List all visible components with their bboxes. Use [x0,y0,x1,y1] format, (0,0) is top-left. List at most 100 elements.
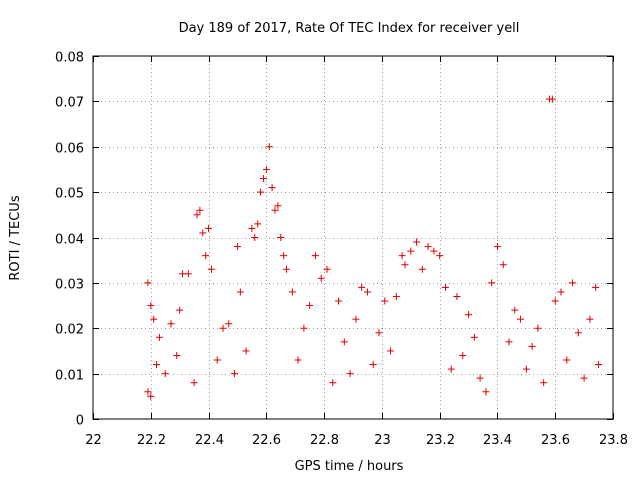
data-point [317,274,325,282]
data-point [254,220,262,228]
data-point [528,342,536,350]
data-point [300,324,308,332]
data-point [231,370,239,378]
data-point [418,265,426,273]
data-point [569,279,577,287]
x-tick-label: 23.4 [483,433,512,448]
data-point [387,347,395,355]
data-point [265,143,273,151]
data-point [511,306,519,314]
data-point [493,243,501,251]
data-point [517,315,525,323]
data-point [306,302,314,310]
data-point [346,370,354,378]
data-point [465,311,473,319]
grid-lines [93,56,613,419]
data-point [381,297,389,305]
x-tick-label: 23.2 [426,433,455,448]
y-tick-label: 0.02 [55,323,84,338]
data-point [199,229,207,237]
data-point [323,265,331,273]
data-points [144,95,603,400]
data-point [534,324,542,332]
x-tick-label: 22.6 [252,433,281,448]
data-point [551,297,559,305]
y-tick-label: 0.03 [55,278,84,293]
data-point [184,270,192,278]
data-point [398,252,406,260]
data-point [430,247,438,255]
data-point [205,224,213,232]
data-point [259,175,267,183]
data-point [271,206,279,214]
data-point [548,95,556,103]
data-point [499,261,507,269]
y-axis-label: ROTI / TECUs [8,195,23,280]
data-point [144,279,152,287]
data-point [563,356,571,364]
data-point [407,247,415,255]
y-tick-label: 0.04 [55,233,84,248]
data-point [580,374,588,382]
x-tick-label: 23.8 [599,433,628,448]
data-point [401,261,409,269]
data-point [522,365,530,373]
data-point [147,302,155,310]
data-point [274,202,282,210]
data-point [144,388,152,396]
data-point [147,392,155,400]
data-point [202,252,210,260]
data-point [257,188,265,196]
y-tick-label: 0.05 [55,187,84,202]
data-point [207,265,215,273]
x-tick-label: 22.4 [195,433,224,448]
data-point [574,329,582,337]
data-point [236,288,244,296]
data-point [595,361,603,369]
data-point [167,320,175,328]
data-point [392,292,400,300]
plot-frame [92,55,614,420]
data-point [557,288,565,296]
x-tick-label: 23 [374,433,391,448]
data-point [369,361,377,369]
data-point [329,379,337,387]
y-tick-label: 0.07 [55,96,84,111]
data-point [470,333,478,341]
data-point [161,370,169,378]
data-point [459,351,467,359]
data-point [586,315,594,323]
data-point [190,379,198,387]
data-point [453,292,461,300]
data-point [358,283,366,291]
data-point [363,288,371,296]
data-point [283,265,291,273]
data-point [375,329,383,337]
data-point [268,184,276,192]
data-point [196,206,204,214]
data-point [592,283,600,291]
data-point [193,211,201,219]
data-point [277,234,285,241]
data-point [262,165,270,173]
data-point [352,315,360,323]
x-axis-label: GPS time / hours [295,459,404,474]
y-tick-label: 0.06 [55,142,84,157]
data-point [242,347,250,355]
data-point [173,351,181,359]
axis-ticks: 22 22.2 22.4 22.6 22.8 23 23.2 23.4 23.6 23.8 0 0.0… [55,51,628,449]
x-tick-label: 22.8 [310,433,339,448]
x-tick-label: 22.2 [137,433,166,448]
x-tick-label: 23.6 [541,433,570,448]
data-point [335,297,343,305]
data-point [340,338,348,346]
data-point [436,252,444,260]
y-tick-label: 0 [76,414,84,429]
y-tick-label: 0.01 [55,369,84,384]
data-point [482,388,490,396]
data-point [294,356,302,364]
data-point [233,243,241,251]
data-point [280,252,288,260]
data-point [447,365,455,373]
